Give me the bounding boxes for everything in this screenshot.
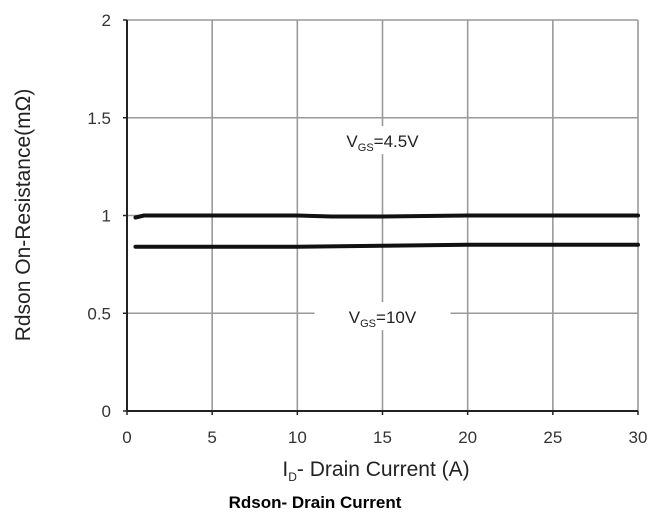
x-tick-label: 5 xyxy=(207,428,216,447)
y-tick-label: 1 xyxy=(102,207,111,226)
x-tick-label: 15 xyxy=(373,428,392,447)
series-line-1 xyxy=(133,213,640,220)
x-tick-label: 0 xyxy=(122,428,131,447)
x-axis-label: ID- Drain Current (A) xyxy=(282,458,469,484)
y-axis-label: Rdson On-Resistance(mΩ) xyxy=(12,89,35,342)
chart-title: Rdson- Drain Current xyxy=(229,493,402,512)
annotation-background xyxy=(314,302,451,331)
y-tick-label: 2 xyxy=(102,11,111,30)
y-tick-label: 0 xyxy=(102,402,111,421)
y-tick-label: 0.5 xyxy=(87,304,111,323)
series-line-2 xyxy=(133,242,640,249)
series-annotation-1: VGS=4.5V xyxy=(346,132,419,154)
series-annotations: VGS=4.5V VGS=10V xyxy=(314,126,451,331)
x-tick-label: 30 xyxy=(629,428,648,447)
y-tick-label: 1.5 xyxy=(87,109,111,128)
axes xyxy=(123,19,639,415)
series-lines xyxy=(133,213,640,249)
x-tick-label: 10 xyxy=(288,428,307,447)
series-annotation-2: VGS=10V xyxy=(349,308,417,330)
annotation-background xyxy=(314,126,451,155)
x-tick-label: 25 xyxy=(543,428,562,447)
y-tick-labels: 0 0.5 1 1.5 2 xyxy=(87,11,111,421)
x-tick-labels: 0 5 10 15 20 25 30 xyxy=(122,428,647,447)
x-tick-label: 20 xyxy=(458,428,477,447)
